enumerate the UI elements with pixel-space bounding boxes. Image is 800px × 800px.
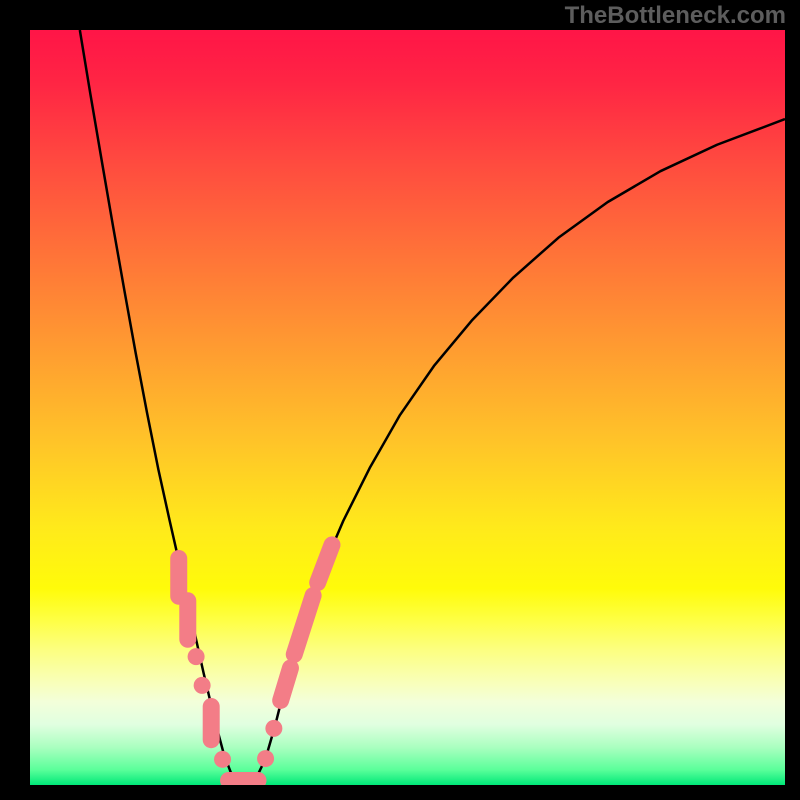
marker-10	[294, 596, 313, 655]
marker-5	[214, 751, 231, 768]
bottleneck-curve	[80, 30, 785, 784]
marker-4	[203, 698, 220, 748]
marker-6	[220, 772, 266, 785]
marker-2	[188, 648, 205, 665]
marker-9	[281, 668, 291, 700]
marker-3	[194, 677, 211, 694]
watermark-text: TheBottleneck.com	[565, 2, 786, 30]
plot-area	[30, 30, 785, 785]
marker-11	[318, 545, 332, 583]
curve-layer	[30, 30, 785, 785]
chart-container: TheBottleneck.com	[0, 0, 800, 800]
marker-7	[257, 750, 274, 767]
marker-8	[265, 720, 282, 737]
marker-1	[179, 592, 196, 648]
